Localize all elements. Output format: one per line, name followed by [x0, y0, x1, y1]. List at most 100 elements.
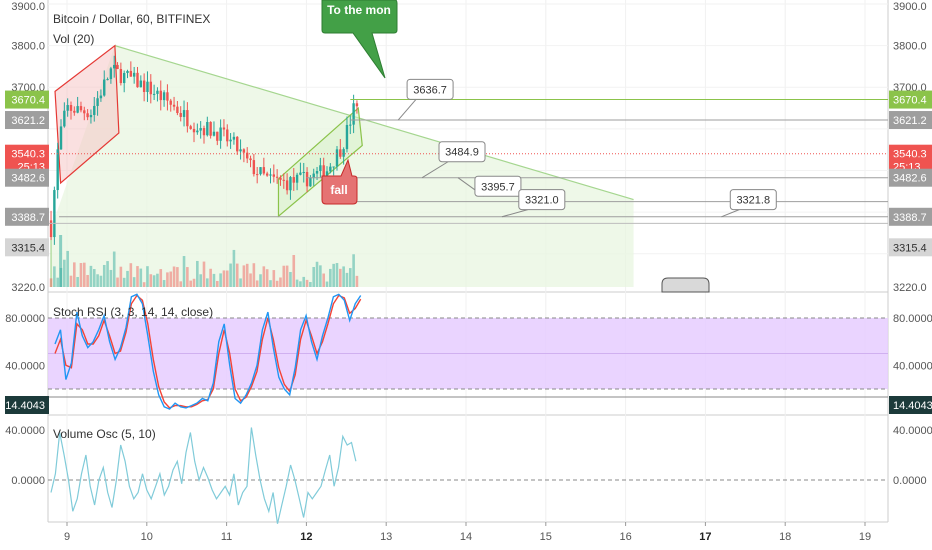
candle-body — [252, 160, 256, 175]
candle-body — [255, 174, 259, 176]
volume-bar — [106, 261, 109, 287]
volume-bar — [146, 266, 149, 287]
volume-bar — [282, 265, 286, 287]
note-bubble-green — [321, 0, 398, 79]
candle-body — [325, 171, 329, 179]
collapsed-widget — [661, 277, 710, 293]
callout-pointer — [721, 209, 740, 218]
candle-body — [349, 124, 352, 126]
candle-body — [352, 103, 355, 125]
volume-bar — [159, 269, 163, 287]
volume-bar — [239, 278, 242, 287]
volume-bar — [99, 275, 103, 287]
price-tick-right: 3900.0 — [893, 1, 927, 13]
volume-bar — [199, 274, 202, 287]
volume-bar — [348, 268, 352, 287]
volume-bar — [109, 269, 113, 287]
volume-bar — [82, 262, 86, 287]
volume-bar — [149, 274, 153, 287]
stoch-tick-right: 80.0000 — [893, 313, 932, 325]
osc-tick-right: 40.0000 — [893, 425, 932, 437]
candle-body — [229, 139, 232, 142]
volume-bar — [122, 277, 126, 287]
candle-body — [152, 93, 156, 95]
stoch-tick-right: 40.0000 — [893, 360, 932, 372]
candle-body — [73, 110, 76, 113]
candle-body — [332, 166, 335, 168]
volume-bar — [86, 274, 89, 287]
time-tick-label: 12 — [300, 531, 312, 543]
volume-bar — [295, 279, 299, 287]
candle-body — [249, 158, 252, 161]
volume-bar — [176, 267, 179, 287]
candle-body — [242, 149, 246, 153]
candle-body — [342, 149, 345, 157]
candle-body — [212, 131, 216, 136]
volume-bar — [132, 277, 136, 287]
candle-body — [63, 110, 66, 127]
volume-bar — [76, 276, 79, 287]
volume-bar — [225, 270, 229, 287]
volume-osc-line — [50, 427, 357, 524]
callout-pointer — [501, 209, 528, 218]
volume-bar — [312, 266, 316, 287]
candle-body — [226, 129, 229, 142]
candle-body — [79, 106, 83, 111]
price-label-left-bg — [5, 207, 49, 226]
volume-bar — [79, 263, 83, 287]
candle-body — [53, 190, 56, 238]
time-tick-label: 10 — [141, 531, 153, 543]
candle-body — [49, 220, 53, 238]
volume-bar — [305, 279, 309, 287]
candle-body — [219, 127, 222, 141]
candle-body — [156, 90, 159, 94]
volume-bar — [189, 280, 192, 287]
candle-body — [56, 149, 59, 191]
volume-bar — [126, 270, 129, 287]
target-callout-box — [729, 189, 777, 211]
volume-bar — [235, 263, 239, 287]
time-tick-label: 15 — [540, 531, 552, 543]
candle-body — [345, 124, 349, 150]
candle-body — [99, 95, 103, 99]
volume-bar — [102, 264, 106, 287]
stoch-current-right-bg — [889, 396, 932, 414]
time-tick-label: 17 — [699, 531, 711, 543]
candle-body — [285, 180, 289, 191]
price-label-left: 3315.4 — [11, 242, 45, 254]
volume-bar — [265, 269, 269, 287]
candle-body — [202, 128, 206, 136]
price-label-left-bg — [5, 168, 49, 187]
candle-body — [136, 72, 139, 88]
volume-bar — [56, 277, 59, 287]
target-callout-label: 3484.9 — [445, 147, 479, 159]
volume-bar — [89, 265, 93, 287]
price-label-right-bg — [889, 168, 932, 187]
stoch-rsi-legend[interactable]: Stoch RSI (3, 3, 14, 14, close) — [53, 305, 214, 319]
price-label-left-bg — [5, 238, 49, 257]
volume-bar — [96, 274, 99, 287]
candle-body — [279, 177, 282, 180]
volume-bar — [69, 275, 73, 287]
annotation-overlays[interactable]: 3636.7 3484.9 3395.7 3321.0 3321.8 To the mon… — [48, 0, 888, 293]
price-tick-left: 3220.0 — [11, 282, 45, 294]
price-label-right: 3482.6 — [893, 173, 927, 185]
volume-osc-legend[interactable]: Volume Osc (5, 10) — [53, 427, 156, 441]
time-axis[interactable]: 9 10 11 12 13 14 15 16 17 18 19 — [64, 522, 871, 543]
candle-body — [76, 106, 79, 113]
price-tick-left: 3800.0 — [11, 41, 45, 53]
volume-bar — [156, 273, 159, 287]
volume-bar — [206, 278, 209, 287]
candle-body — [116, 64, 119, 70]
volume-bar — [302, 276, 306, 287]
time-tick-label: 16 — [619, 531, 631, 543]
volume-bar — [275, 280, 279, 287]
stoch-current-left: 14.4043 — [5, 400, 45, 412]
time-tick-label: 19 — [859, 531, 871, 543]
volume-legend[interactable]: Vol (20) — [53, 32, 95, 46]
symbol-title[interactable]: Bitcoin / Dollar, 60, BITFINEX — [53, 12, 211, 26]
volume-bar — [92, 269, 96, 287]
candle-body — [172, 104, 176, 107]
